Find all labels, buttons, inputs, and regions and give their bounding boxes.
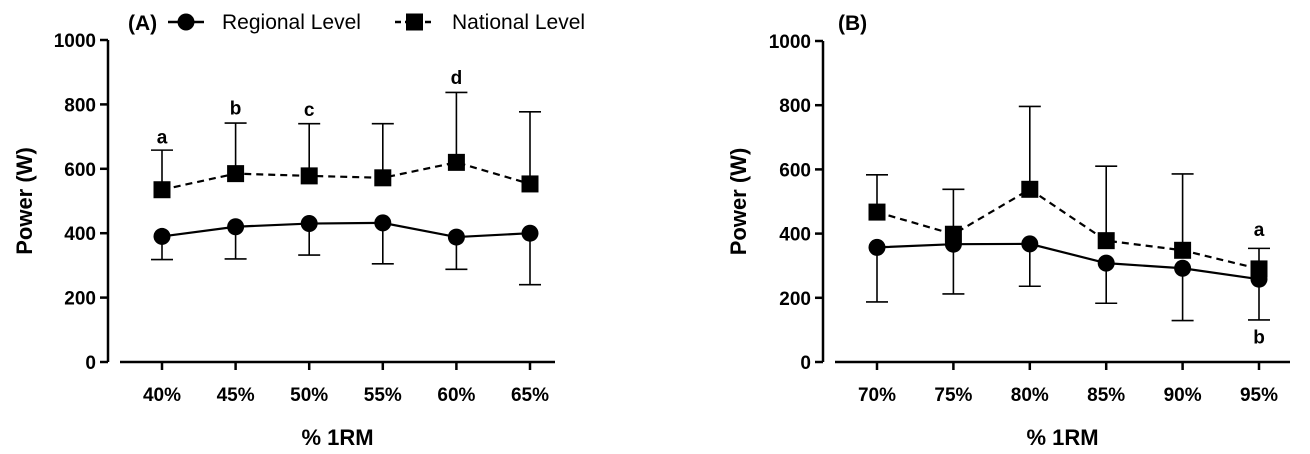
x-tick-label: 75% [934, 385, 972, 406]
significance-letter: c [304, 100, 315, 121]
y-tick-label: 0 [800, 353, 811, 374]
series-regional-level [151, 214, 541, 286]
significance-letter: b [230, 99, 242, 120]
y-tick-label: 600 [779, 160, 811, 181]
significance-letter: d [451, 68, 463, 89]
data-point-circle [227, 218, 245, 236]
series-regional-level [866, 235, 1270, 322]
data-point-circle [1097, 254, 1115, 272]
series-line [876, 188, 1260, 270]
y-axis-title: Power (W) [726, 148, 751, 256]
data-point-square [521, 175, 539, 193]
y-tick-label: 400 [779, 225, 811, 246]
series-line [161, 221, 531, 239]
series-national-level [151, 91, 541, 199]
x-tick-label: 95% [1240, 385, 1278, 406]
y-tick-label: 1000 [769, 32, 811, 53]
data-point-circle [1174, 259, 1192, 277]
x-tick-label: 60% [437, 385, 475, 406]
x-tick-label: 85% [1087, 385, 1125, 406]
panel-label: (B) [838, 12, 867, 35]
data-point-circle [374, 214, 392, 232]
panel-label: (A) [128, 12, 157, 35]
y-tick-label: 600 [64, 160, 96, 181]
series-national-level [866, 105, 1270, 278]
data-point-square [1250, 260, 1268, 278]
data-point-square [868, 203, 886, 221]
significance-letter: b [1253, 327, 1265, 348]
legend-marker-regional [177, 13, 195, 31]
data-point-circle [1021, 235, 1039, 253]
x-tick-label: 55% [364, 385, 402, 406]
y-tick-label: 800 [64, 95, 96, 116]
chart-panel-1: 0 200 400 600 800 1000 40% 45% 50% 55% 60% 65% % 1RM… [12, 11, 585, 450]
y-tick-label: 0 [85, 353, 96, 374]
series-line [876, 242, 1260, 281]
x-tick-label: 50% [290, 385, 328, 406]
y-tick-label: 400 [64, 224, 96, 245]
data-point-circle [521, 224, 539, 242]
x-tick-label: 90% [1164, 385, 1202, 406]
x-tick-label: 70% [858, 385, 896, 406]
data-point-square [227, 165, 245, 183]
data-point-circle [447, 228, 465, 246]
y-tick-label: 200 [64, 289, 96, 310]
x-axis-title: % 1RM [1026, 425, 1098, 450]
significance-letter: a [157, 128, 168, 149]
y-tick-label: 1000 [54, 31, 96, 52]
x-tick-label: 65% [511, 385, 549, 406]
data-point-square [1021, 180, 1039, 198]
data-point-square [447, 153, 465, 171]
y-tick-label: 200 [779, 289, 811, 310]
significance-letter: a [1254, 220, 1265, 241]
x-axis-title: % 1RM [301, 425, 373, 450]
x-tick-label: 40% [143, 385, 181, 406]
y-axis-title: Power (W) [12, 147, 37, 255]
data-point-square [1097, 232, 1115, 250]
data-point-circle [300, 215, 318, 233]
data-point-square [374, 169, 392, 187]
y-tick-label: 800 [779, 96, 811, 117]
data-point-circle [868, 238, 886, 256]
legend-label-regional: Regional Level [222, 11, 361, 34]
data-point-square [153, 181, 171, 199]
legend-marker-national [406, 13, 423, 31]
x-tick-label: 80% [1011, 385, 1049, 406]
series-line [161, 161, 531, 191]
legend: Regional Level National Level [168, 11, 585, 34]
data-point-square [944, 225, 962, 243]
x-tick-label: 45% [217, 385, 255, 406]
data-point-square [300, 167, 318, 185]
data-point-square [1174, 241, 1192, 259]
legend-label-national: National Level [452, 11, 585, 34]
chart-panel-2: 0 200 400 600 800 1000 70% 75% 80% 85% 90% 95% % 1RM… [726, 12, 1290, 450]
data-point-circle [153, 227, 171, 245]
